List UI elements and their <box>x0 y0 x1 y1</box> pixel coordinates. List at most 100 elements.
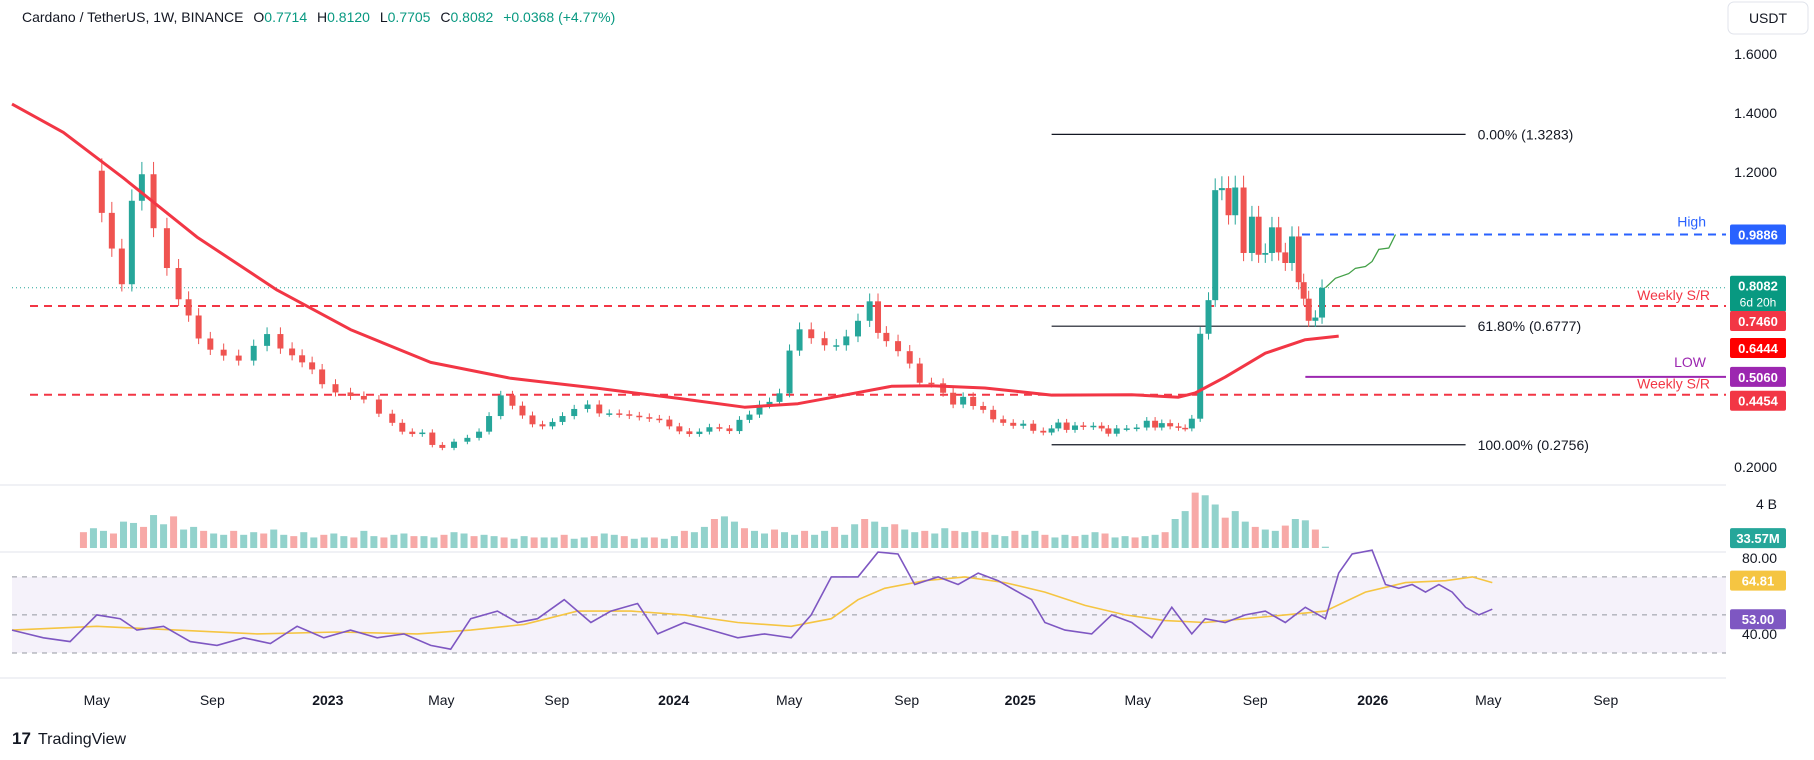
candle-body <box>766 401 773 405</box>
legend-close: 0.8082 <box>450 9 493 25</box>
time-tick-label: Sep <box>200 692 225 708</box>
volume-bar <box>1241 521 1249 548</box>
volume-bar <box>1211 504 1219 548</box>
volume-last-tag-bg <box>1730 528 1786 549</box>
volume-bar <box>600 533 608 548</box>
volume-bar <box>390 534 398 548</box>
candle-body <box>1080 425 1087 427</box>
volume-bar <box>690 532 698 548</box>
volume-bar <box>560 534 568 548</box>
legend-open: 0.7714 <box>264 9 307 25</box>
currency-button[interactable]: USDT <box>1727 1 1809 35</box>
candle-body <box>1143 420 1150 428</box>
candle-body <box>1255 216 1262 255</box>
volume-bar <box>320 534 328 548</box>
candle-body <box>616 413 623 415</box>
candle-body <box>756 404 763 415</box>
candle-body <box>289 348 296 356</box>
candle-body <box>895 341 902 352</box>
volume-bar <box>730 521 738 548</box>
candle-body <box>1090 425 1097 428</box>
volume-bar <box>630 538 638 548</box>
volume-bar <box>891 524 899 548</box>
time-tick-label: Sep <box>1593 692 1618 708</box>
candle-body <box>1240 187 1247 253</box>
volume-bar <box>420 536 428 548</box>
candle-body <box>960 396 967 405</box>
candle-body <box>175 268 182 300</box>
volume-bar <box>380 537 388 548</box>
price-tick-label: 1.6000 <box>1734 46 1777 62</box>
time-tick-label: 2023 <box>312 692 343 708</box>
volume-bar <box>130 522 138 548</box>
volume-axis-label: 4 B <box>1756 496 1777 512</box>
candle-body <box>1288 236 1295 263</box>
volume-bar <box>1091 532 1099 548</box>
candle-body <box>596 404 603 414</box>
volume-bar <box>1281 525 1289 548</box>
candle-body <box>235 355 242 361</box>
candle-body <box>277 334 284 349</box>
candle-body <box>776 393 783 402</box>
candle-body <box>539 424 546 427</box>
candle-body <box>264 334 271 346</box>
volume-bar <box>981 532 989 548</box>
volume-bar <box>440 534 448 548</box>
volume-bar <box>350 537 358 548</box>
candle-body <box>360 395 367 400</box>
weekly-sr-upper-tag-bg <box>1730 311 1786 332</box>
candle-body <box>1262 252 1269 255</box>
candle-body <box>1295 236 1302 283</box>
volume-bar <box>460 533 468 548</box>
candle-body <box>796 329 803 351</box>
high-price-tag: 0.9886 <box>1738 228 1778 243</box>
volume-bar <box>450 532 458 548</box>
candle-body <box>646 417 653 419</box>
volume-bar <box>210 533 218 548</box>
volume-bar <box>300 532 308 548</box>
candle-body <box>1319 287 1326 318</box>
candle-body <box>584 404 591 409</box>
candle-body <box>207 338 214 350</box>
volume-bar <box>590 536 598 548</box>
volume-bar <box>99 530 107 548</box>
volume-bar <box>851 524 859 548</box>
chart-legend: Cardano / TetherUS, 1W, BINANCE O0.7714 … <box>22 9 615 25</box>
candle-body <box>1197 333 1204 419</box>
candle-body <box>980 406 987 410</box>
candle-body <box>606 413 613 415</box>
candle-body <box>686 431 693 435</box>
volume-bar <box>901 529 909 548</box>
volume-bar <box>750 530 758 548</box>
candle-body <box>854 320 861 337</box>
ma-price-tag: 0.6444 <box>1738 341 1779 356</box>
candle-body <box>163 228 170 269</box>
volume-bar <box>941 528 949 548</box>
volume-bar <box>640 537 648 548</box>
time-tick-label: 2026 <box>1357 692 1388 708</box>
candle-body <box>1268 227 1275 253</box>
volume-bar <box>550 537 558 548</box>
volume-bar <box>1191 492 1199 548</box>
volume-bar <box>530 537 538 548</box>
volume-bar <box>1261 529 1269 548</box>
time-tick-label: 2025 <box>1005 692 1036 708</box>
candle-body <box>1305 298 1312 321</box>
volume-bar <box>370 536 378 548</box>
candle-body <box>319 369 326 385</box>
volume-bar <box>150 515 158 548</box>
volume-bar <box>861 519 869 548</box>
candle-body <box>1133 427 1140 430</box>
candle-body <box>696 431 703 435</box>
candle-body <box>1248 216 1255 253</box>
volume-bar <box>771 529 779 548</box>
volume-bar <box>200 530 208 548</box>
candle-body <box>656 418 663 421</box>
volume-bar <box>250 532 258 548</box>
ma-price-tag-bg <box>1730 338 1786 359</box>
volume-bar <box>89 528 97 548</box>
volume-bar <box>831 526 839 548</box>
rsi-band <box>12 576 1726 653</box>
volume-bar <box>921 530 929 548</box>
